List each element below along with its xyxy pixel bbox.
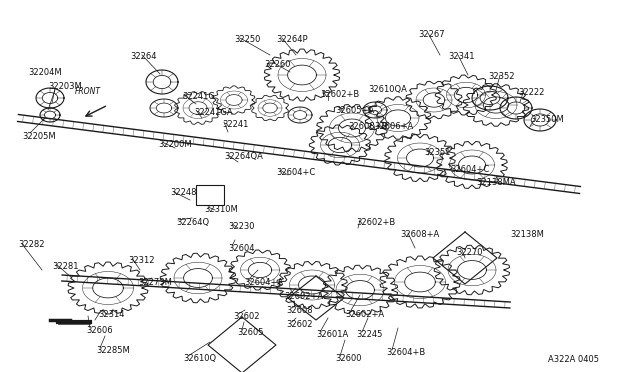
Text: 32351: 32351 xyxy=(424,148,451,157)
Text: 32260: 32260 xyxy=(264,60,291,69)
Text: 32264QA: 32264QA xyxy=(224,152,263,161)
Text: 32281: 32281 xyxy=(52,262,79,271)
Text: 32204M: 32204M xyxy=(28,68,61,77)
Text: 32341: 32341 xyxy=(448,52,474,61)
Text: 32602+A: 32602+A xyxy=(284,292,323,301)
Text: 32606: 32606 xyxy=(86,326,113,335)
Text: 32350M: 32350M xyxy=(530,115,564,124)
Text: 32608: 32608 xyxy=(286,306,312,315)
Text: 32314: 32314 xyxy=(98,310,125,319)
Text: 32352: 32352 xyxy=(488,72,515,81)
Text: 32282: 32282 xyxy=(18,240,45,249)
Text: A322A 0405: A322A 0405 xyxy=(548,355,599,364)
Text: 32602+B: 32602+B xyxy=(320,90,359,99)
Text: 32602: 32602 xyxy=(286,320,312,329)
Text: 32241G: 32241G xyxy=(182,92,215,101)
Text: 32608+A: 32608+A xyxy=(400,230,439,239)
Text: 32601A: 32601A xyxy=(316,330,348,339)
Text: 32605: 32605 xyxy=(237,328,264,337)
Bar xyxy=(196,185,224,205)
Text: 32604+C: 32604+C xyxy=(276,168,316,177)
Text: 32285M: 32285M xyxy=(96,346,130,355)
Text: 32203M: 32203M xyxy=(48,82,82,91)
Text: 32241GA: 32241GA xyxy=(194,108,232,117)
Text: 32604+C: 32604+C xyxy=(450,165,489,174)
Text: 32270: 32270 xyxy=(456,248,483,257)
Text: 32602: 32602 xyxy=(233,312,259,321)
Text: 32248: 32248 xyxy=(170,188,196,197)
Text: 32138MA: 32138MA xyxy=(476,178,516,187)
Text: 32610QA: 32610QA xyxy=(368,85,407,94)
Text: 32605+A: 32605+A xyxy=(335,106,374,115)
Text: 32600: 32600 xyxy=(335,354,362,363)
Text: 32222: 32222 xyxy=(518,88,545,97)
Text: 32264: 32264 xyxy=(130,52,157,61)
Text: 32200M: 32200M xyxy=(158,140,191,149)
Text: 32138M: 32138M xyxy=(510,230,544,239)
Text: 32230: 32230 xyxy=(228,222,255,231)
Text: 32604+A: 32604+A xyxy=(244,278,283,287)
Text: 32602+A: 32602+A xyxy=(345,310,384,319)
Text: FRONT: FRONT xyxy=(75,87,101,96)
Text: 32245: 32245 xyxy=(356,330,382,339)
Text: 32610Q: 32610Q xyxy=(183,354,216,363)
Text: 32604+B: 32604+B xyxy=(386,348,425,357)
Text: 32604: 32604 xyxy=(228,244,255,253)
Text: 32608+B: 32608+B xyxy=(348,122,387,131)
Text: 32310M: 32310M xyxy=(204,205,237,214)
Text: 32267: 32267 xyxy=(418,30,445,39)
Text: 32273M: 32273M xyxy=(138,278,172,287)
Text: 32312: 32312 xyxy=(128,256,154,265)
Text: 32205M: 32205M xyxy=(22,132,56,141)
Text: 32602+B: 32602+B xyxy=(356,218,396,227)
Text: 32250: 32250 xyxy=(234,35,260,44)
Text: 32606+A: 32606+A xyxy=(374,122,413,131)
Text: 32264P: 32264P xyxy=(276,35,308,44)
Text: 32241: 32241 xyxy=(222,120,248,129)
Text: 32264Q: 32264Q xyxy=(176,218,209,227)
